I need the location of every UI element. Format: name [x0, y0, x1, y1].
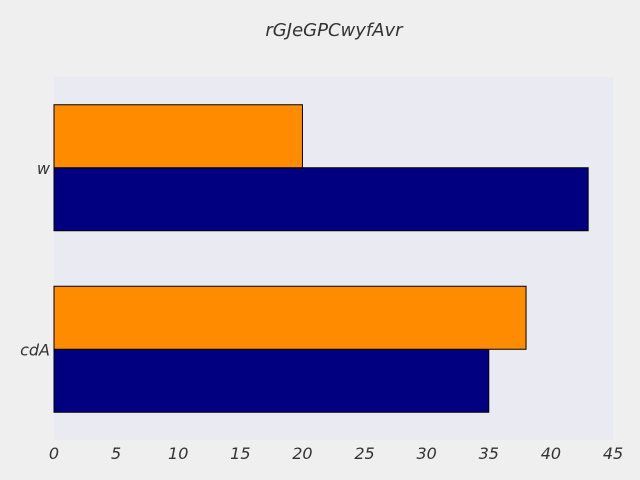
x-tick-label: 30 — [416, 444, 436, 463]
chart-title: rGJeGPCwyfAvr — [265, 20, 404, 41]
bars-group — [53, 104, 589, 413]
x-tick-label: 20 — [292, 444, 312, 463]
x-axis-ticks: 0 5 10 15 20 25 30 35 40 45 — [49, 444, 623, 463]
bar-w-series-1 — [53, 167, 589, 232]
x-tick-label: 5 — [111, 444, 121, 463]
y-axis-ticks: w cdA — [20, 159, 51, 360]
x-tick-label: 15 — [230, 444, 250, 463]
x-tick-label: 10 — [168, 444, 188, 463]
y-tick-label: cdA — [20, 340, 50, 359]
x-tick-label: 45 — [603, 444, 623, 463]
y-tick-label: w — [37, 159, 51, 178]
x-tick-label: 0 — [49, 444, 59, 463]
x-tick-label: 40 — [541, 444, 561, 463]
bar-cdA-series-2 — [53, 285, 527, 350]
x-tick-label: 35 — [479, 444, 499, 463]
bar-cdA-series-1 — [53, 348, 490, 413]
x-tick-label: 25 — [354, 444, 374, 463]
bar-w-series-2 — [53, 104, 303, 169]
